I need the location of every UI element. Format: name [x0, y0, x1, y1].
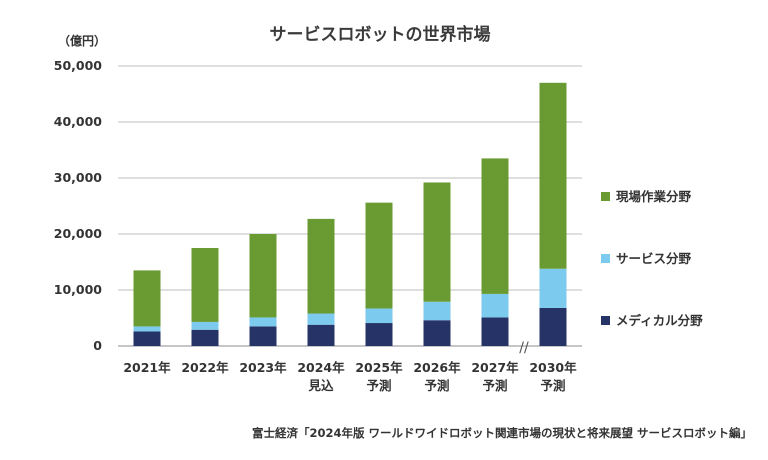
bar-segment: [365, 323, 393, 346]
bar-segment: [423, 301, 451, 321]
bar-segment: [307, 313, 335, 325]
x-tick-label: 見込: [307, 378, 334, 393]
bar-segment: [481, 293, 509, 318]
y-tick-label: 50,000: [54, 58, 103, 73]
legend-swatch: [601, 316, 610, 325]
bar-segment: [133, 270, 161, 327]
bar-segment: [423, 182, 451, 302]
grid-lines: [118, 65, 582, 347]
x-tick-label: 予測: [424, 378, 449, 393]
y-axis-unit: （億円）: [58, 33, 106, 48]
x-tick-label: 2026年: [413, 360, 461, 375]
bar-segment: [539, 82, 567, 269]
y-tick-label: 0: [93, 338, 102, 353]
x-tick-label: 2027年: [471, 360, 519, 375]
bar-segment: [249, 234, 277, 318]
axis-break: //: [519, 340, 529, 356]
legend-label: サービス分野: [616, 251, 692, 266]
bar-segment: [539, 268, 567, 308]
y-tick-label: 40,000: [54, 114, 103, 129]
bar-segment: [481, 317, 509, 346]
x-tick-label: 2025年: [355, 360, 403, 375]
x-tick-label: 2024年: [297, 360, 345, 375]
bar-segment: [191, 248, 219, 322]
bar-segment: [249, 326, 277, 346]
y-tick-label: 30,000: [54, 170, 103, 185]
bar-segment: [539, 307, 567, 346]
bar-segment: [249, 317, 277, 327]
bar-segment: [307, 324, 335, 346]
bar-segment: [423, 320, 451, 346]
legend-swatch: [601, 192, 610, 201]
y-tick-labels: 0 10,000 20,000 30,000 40,000 50,000: [54, 58, 103, 353]
x-tick-label: 予測: [540, 378, 565, 393]
legend-label: メディカル分野: [616, 313, 703, 328]
bar-segment: [307, 218, 335, 314]
bar-segment: [191, 329, 219, 346]
bar-segment: [133, 326, 161, 332]
legend-label: 現場作業分野: [616, 189, 692, 204]
bar-segment: [191, 321, 219, 330]
x-tick-label: 2030年: [529, 360, 577, 375]
y-tick-label: 20,000: [54, 226, 103, 241]
source-note: 富士経済「2024年版 ワールドワイドロボット関連市場の現状と将来展望 サービス…: [252, 426, 752, 440]
chart-title: サービスロボットの世界市場: [270, 24, 491, 45]
y-tick-label: 10,000: [54, 282, 103, 297]
x-tick-label: 2021年: [123, 360, 171, 375]
x-tick-label: 予測: [366, 378, 391, 393]
bar-segment: [365, 308, 393, 324]
x-tick-label: 2023年: [239, 360, 287, 375]
bar-segment: [481, 158, 509, 294]
bar-segment: [133, 331, 161, 346]
legend-swatch: [601, 254, 610, 263]
x-tick-label: 予測: [482, 378, 507, 393]
bars: [133, 82, 567, 346]
axis-break-mark: //: [519, 340, 529, 356]
x-tick-label: 2022年: [181, 360, 229, 375]
bar-segment: [365, 202, 393, 309]
